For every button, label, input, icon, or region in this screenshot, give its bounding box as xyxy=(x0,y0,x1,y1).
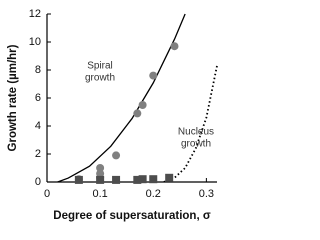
y-tick-label: 2 xyxy=(35,148,41,160)
curve xyxy=(163,65,218,182)
x-axis-label: Degree of supersaturation, σ xyxy=(53,210,211,222)
x-tick-label: 0.3 xyxy=(199,188,214,200)
x-tick-label: 0.1 xyxy=(92,188,107,200)
circle-point xyxy=(96,169,105,178)
y-tick-label: 6 xyxy=(35,92,41,104)
square-point xyxy=(165,173,174,182)
circle-point xyxy=(96,164,105,172)
square-point xyxy=(74,175,83,184)
x-tick-label: 0.2 xyxy=(146,188,161,200)
square-point xyxy=(133,175,142,184)
square-point xyxy=(138,175,147,184)
square-point xyxy=(149,175,158,184)
circle-point xyxy=(133,109,142,118)
y-tick-label: 0 xyxy=(35,176,41,188)
circle-point xyxy=(112,151,121,160)
chart: Degree of supersaturation, σ Growth rate… xyxy=(7,8,218,222)
curve xyxy=(57,13,186,182)
annotation: Nucleus xyxy=(178,127,214,138)
circle-point xyxy=(138,101,147,109)
square-point xyxy=(112,175,121,184)
page: Degree of supersaturation, σ Growth rate… xyxy=(7,7,218,223)
annotation: growth xyxy=(181,139,211,150)
y-tick-label: 12 xyxy=(29,8,41,20)
square-point xyxy=(96,175,105,184)
circle-point xyxy=(170,42,179,51)
x-tick-label: 0 xyxy=(44,188,50,200)
annotation: Spiral xyxy=(87,61,113,72)
y-tick-label: 4 xyxy=(35,120,41,132)
y-tick-label: 10 xyxy=(29,36,41,48)
y-axis-label: Growth rate (µm/hr) xyxy=(7,44,19,151)
y-tick-label: 8 xyxy=(35,64,41,76)
circle-point xyxy=(149,71,158,80)
annotation: growth xyxy=(85,73,115,84)
